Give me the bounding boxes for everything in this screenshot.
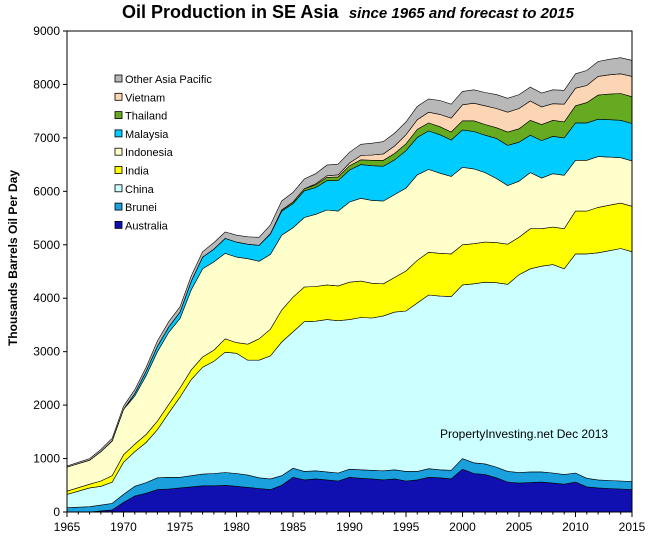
- x-tick-label: 1990: [336, 520, 363, 534]
- legend-swatch-india: [114, 166, 123, 174]
- y-axis-label: Thousands Barrels Oil Per Day: [6, 170, 20, 346]
- y-tick-label: 5000: [33, 238, 60, 252]
- legend-label-thailand: Thailand: [125, 111, 167, 123]
- x-tick-label: 2000: [449, 520, 476, 534]
- legend-swatch-indonesia: [114, 147, 123, 156]
- legend-label-australia: Australia: [125, 220, 169, 232]
- legend-label-indonesia: Indonesia: [125, 147, 174, 159]
- x-tick-label: 1980: [223, 520, 250, 534]
- y-tick-label: 1000: [33, 452, 60, 466]
- y-tick-label: 0: [53, 505, 60, 519]
- x-tick-label: 1965: [54, 520, 81, 534]
- x-tick-label: 1970: [110, 520, 137, 534]
- x-tick-label: 1995: [393, 520, 420, 534]
- y-tick-label: 6000: [33, 184, 60, 198]
- legend-label-brunei: Brunei: [125, 202, 157, 214]
- legend-swatch-thailand: [114, 111, 123, 119]
- chart-title: Oil Production in SE Asia since 1965 and…: [122, 2, 575, 22]
- legend-swatch-australia: [114, 220, 123, 229]
- legend-label-india: India: [125, 166, 150, 178]
- x-tick-label: 2010: [562, 520, 589, 534]
- x-tick-label: 2015: [619, 520, 646, 534]
- annotation-text: PropertyInvesting.net Dec 2013: [440, 427, 608, 441]
- x-tick-label: 2005: [506, 520, 533, 534]
- legend-label-vietnam: Vietnam: [125, 92, 165, 104]
- legend-label-china: China: [125, 184, 155, 196]
- axes: 0 1000 2000 3000 4000 5000 6000 7000 8000 9000 196…: [33, 24, 645, 534]
- legend-swatch-other-asia-pacific: [114, 74, 123, 83]
- y-tick-label: 4000: [33, 291, 60, 305]
- legend-swatch-vietnam: [114, 92, 123, 101]
- plot-areas: [66, 57, 633, 513]
- y-tick-label: 2000: [33, 398, 60, 412]
- legend-label-malaysia: Malaysia: [125, 129, 169, 141]
- y-tick-label: 8000: [33, 77, 60, 91]
- legend: Other Asia Pacific Vietnam Thailand Malaysi…: [114, 74, 212, 232]
- y-tick-label: 3000: [33, 345, 60, 359]
- chart-title-main: Oil Production in SE Asia: [122, 2, 339, 22]
- legend-label-other-asia-pacific: Other Asia Pacific: [125, 74, 212, 86]
- chart-subtitle: since 1965 and forecast to 2015: [349, 5, 575, 22]
- legend-swatch-china: [114, 184, 123, 193]
- legend-swatch-brunei: [114, 202, 123, 211]
- x-tick-label: 1985: [280, 520, 307, 534]
- x-tick-label: 1975: [167, 520, 194, 534]
- legend-swatch-malaysia: [114, 129, 123, 138]
- y-tick-label: 7000: [33, 131, 60, 145]
- y-tick-label: 9000: [33, 24, 60, 38]
